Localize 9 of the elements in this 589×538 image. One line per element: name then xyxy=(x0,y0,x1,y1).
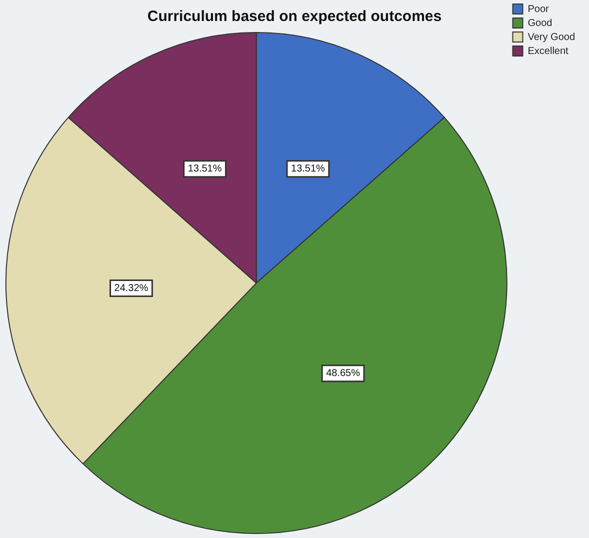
legend-label: Excellent xyxy=(528,46,569,57)
legend-label: Very Good xyxy=(528,32,576,43)
data-label: 13.51% xyxy=(290,164,326,175)
chart-title: Curriculum based on expected outcomes xyxy=(147,8,442,26)
data-label: 24.32% xyxy=(114,283,148,294)
legend-label: Good xyxy=(528,18,552,29)
legend-label: Poor xyxy=(528,4,550,15)
data-label: 48.65% xyxy=(326,368,360,380)
data-label: 13.51% xyxy=(188,164,222,175)
